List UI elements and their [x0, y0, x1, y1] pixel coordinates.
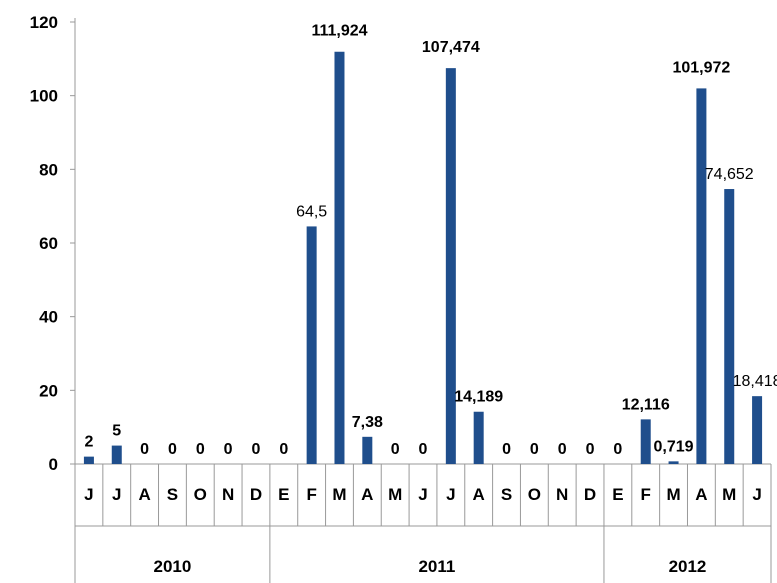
month-label: N	[556, 485, 568, 504]
data-label: 18,418	[733, 373, 777, 390]
data-label: 0	[530, 441, 539, 458]
data-label: 64,5	[296, 203, 327, 220]
y-tick-label: 20	[39, 381, 58, 400]
bar	[696, 88, 707, 464]
y-tick-label: 60	[39, 234, 58, 253]
data-label: 0,719	[654, 438, 694, 455]
month-label: J	[752, 485, 761, 504]
data-label: 0	[252, 441, 261, 458]
data-label: 7,38	[352, 414, 383, 431]
month-label: J	[418, 485, 427, 504]
month-label: J	[446, 485, 455, 504]
month-label: E	[612, 485, 623, 504]
data-label: 101,972	[672, 59, 730, 76]
bar	[334, 51, 345, 464]
month-label: M	[332, 485, 346, 504]
y-tick-label: 0	[49, 455, 58, 474]
data-label: 0	[196, 441, 205, 458]
month-label: S	[167, 485, 178, 504]
data-label: 0	[586, 441, 595, 458]
bars	[83, 51, 763, 464]
y-tick-label: 120	[30, 13, 58, 32]
month-label: N	[222, 485, 234, 504]
data-labels: 2 5 0 0 0 0 0 0 64,5 111,924 7,38 0 0 107,474 14,189 0 0…	[84, 23, 777, 458]
bar	[640, 419, 651, 464]
month-label: A	[138, 485, 150, 504]
month-label: J	[112, 485, 121, 504]
data-label: 111,924	[311, 23, 367, 40]
year-label: 2011	[418, 557, 455, 576]
bar	[111, 445, 122, 464]
y-tick-label: 80	[39, 160, 58, 179]
data-label: 0	[168, 441, 177, 458]
data-label: 0	[140, 441, 149, 458]
month-label: E	[278, 485, 289, 504]
data-label: 107,474	[422, 39, 480, 56]
bar	[473, 411, 484, 464]
data-label: 0	[391, 441, 400, 458]
bar	[445, 68, 456, 464]
data-label: 12,116	[622, 396, 670, 413]
data-label: 5	[112, 423, 121, 440]
data-label: 2	[84, 434, 93, 451]
bar	[362, 436, 373, 464]
month-label: F	[306, 485, 316, 504]
month-label: M	[722, 485, 736, 504]
year-label: 2012	[669, 557, 707, 576]
data-label: 0	[502, 441, 511, 458]
bar	[83, 456, 94, 464]
month-label: S	[501, 485, 512, 504]
bar	[752, 396, 763, 464]
month-label: F	[641, 485, 651, 504]
y-tick-label: 40	[39, 308, 58, 327]
month-label: A	[695, 485, 707, 504]
month-label: O	[528, 485, 541, 504]
month-label: J	[84, 485, 93, 504]
month-label: A	[361, 485, 373, 504]
data-label: 14,189	[454, 389, 503, 406]
data-label: 0	[279, 441, 288, 458]
bar	[724, 189, 735, 464]
bar	[668, 461, 679, 464]
month-label: M	[388, 485, 402, 504]
year-label: 2010	[154, 557, 192, 576]
bar	[306, 226, 317, 464]
month-label: A	[473, 485, 485, 504]
month-label: D	[250, 485, 262, 504]
data-label: 0	[613, 441, 622, 458]
y-tick-label: 100	[30, 87, 58, 106]
month-label: D	[584, 485, 596, 504]
data-label: 74,652	[705, 166, 754, 183]
data-label: 0	[558, 441, 567, 458]
month-label: M	[666, 485, 680, 504]
chart-axes	[74, 18, 771, 583]
y-axis-ticks: 0 20 40 60 80 100 120	[30, 13, 75, 474]
data-label: 0	[224, 441, 233, 458]
data-label: 0	[419, 441, 428, 458]
month-label: O	[194, 485, 207, 504]
